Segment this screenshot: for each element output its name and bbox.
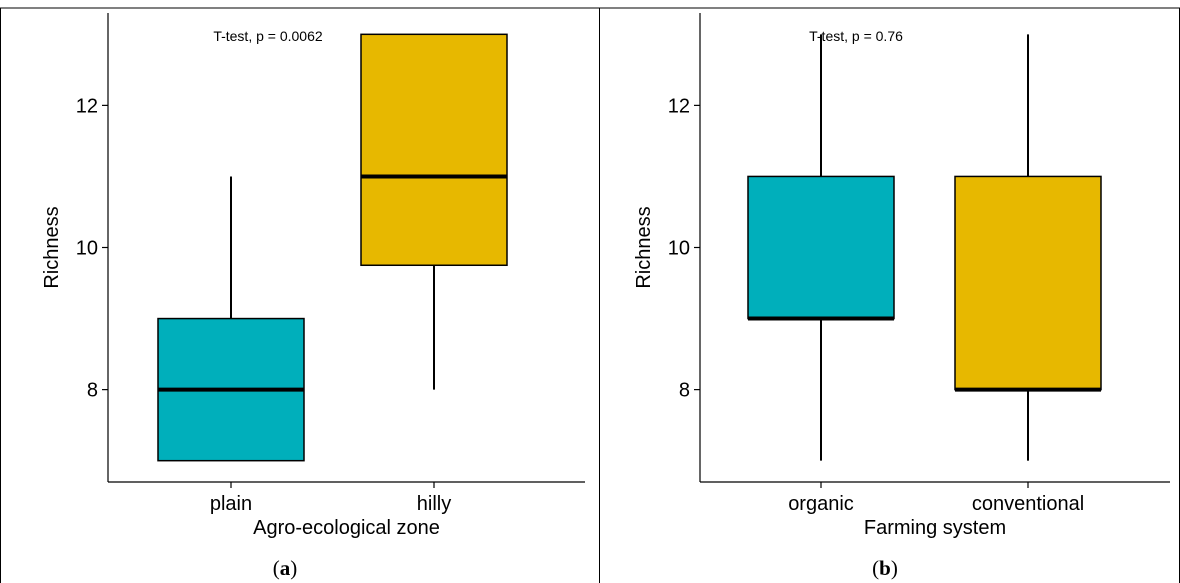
panel-caption-b: (b) <box>855 556 915 581</box>
y-tick-label: 12 <box>76 95 98 117</box>
box-hilly <box>360 33 508 267</box>
panel-caption-close: ) <box>890 556 898 580</box>
x-tick-label: plain <box>210 493 252 515</box>
y-axis-title: Richness <box>41 206 63 288</box>
ttest-annotation: T-test, p = 0.0062 <box>213 28 323 44</box>
x-tick-label: hilly <box>417 493 451 515</box>
panel-caption-letter: b <box>879 556 891 580</box>
y-tick-label: 8 <box>87 380 98 402</box>
y-tick-label: 8 <box>679 380 690 402</box>
panel-caption-open: ( <box>872 556 880 580</box>
y-tick-label: 10 <box>76 238 98 260</box>
y-tick-label: 12 <box>668 95 690 117</box>
panel-caption-open: ( <box>272 556 280 580</box>
x-tick-label: organic <box>788 493 854 515</box>
x-axis-title: Agro-ecological zone <box>253 517 440 539</box>
y-axis-title: Richness <box>633 206 655 288</box>
panel-caption-letter: a <box>279 556 291 580</box>
ttest-annotation: T-test, p = 0.76 <box>809 28 903 44</box>
x-axis-title: Farming system <box>864 517 1006 539</box>
y-tick-label: 10 <box>668 238 690 260</box>
box-organic <box>747 175 895 320</box>
x-tick-label: conventional <box>972 493 1084 515</box>
panel-caption-a: (a) <box>255 556 315 581</box>
box-conventional <box>954 175 1102 391</box>
panel-caption-close: ) <box>290 556 298 580</box>
